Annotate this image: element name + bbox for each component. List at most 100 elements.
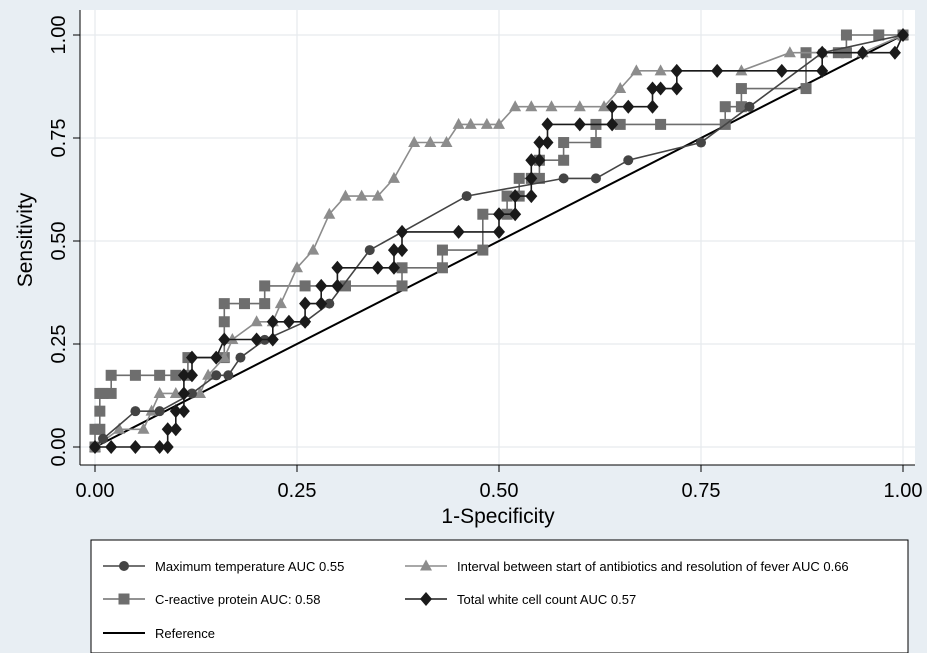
data-point [331,260,344,275]
data-point [331,278,344,293]
data-point [696,137,706,148]
data-point [533,153,546,168]
data-point [573,100,586,112]
data-point [477,244,489,256]
data-point [154,406,165,417]
data-point [558,173,569,184]
data-point [177,368,190,383]
data-point [185,368,198,383]
data-point [177,404,190,419]
data-point [250,315,263,327]
x-tick-label: 0.00 [76,480,115,502]
legend-label: Interval between start of antibiotics an… [457,559,849,574]
data-point [169,404,182,419]
data-point [711,63,724,78]
data-point [218,298,230,310]
data-point [873,29,885,41]
legend-marker [119,561,129,571]
data-point [719,101,731,113]
data-point [238,298,250,310]
legend: Maximum temperature AUC 0.55 Interval bet… [90,539,909,653]
data-point [307,243,320,255]
data-point [623,155,634,166]
data-point [396,262,408,274]
y-tick-label: 0.75 [48,119,70,158]
data-point [259,280,271,292]
data-point [218,351,231,363]
data-point [266,332,279,347]
data-point [545,100,558,112]
data-point [783,46,796,58]
data-point [735,64,748,76]
data-point [177,386,190,401]
data-point [897,28,909,42]
data-point [211,370,222,381]
series-layer [89,28,909,454]
data-point [210,350,223,365]
data-point [590,137,602,149]
data-point [396,224,409,239]
plot-area [80,10,915,465]
x-axis-title: 1-Specificity [441,505,555,528]
data-point [169,386,182,398]
data-point [94,405,106,417]
x-tick-label: 0.50 [480,480,519,502]
x-tick-label: 0.75 [682,480,721,502]
data-point [218,332,231,347]
legend-label: Reference [155,626,215,641]
data-point [888,45,901,60]
data-point [218,316,230,328]
data-point [371,189,384,201]
y-tick-label: 1.00 [48,16,70,55]
data-point [800,83,812,95]
data-point [646,81,659,96]
data-point [185,350,198,365]
data-point [387,171,400,183]
data-point [525,100,538,112]
data-point [315,278,328,293]
data-point [477,208,489,220]
data-point [436,262,448,274]
data-point [606,117,619,132]
data-point [324,298,335,309]
data-point [513,172,525,184]
data-point [622,99,635,114]
data-point [509,207,522,222]
data-point [161,422,174,437]
legend-marker [420,559,432,571]
data-point [744,101,755,112]
axes: 0.00 0.25 0.50 0.75 1.00 0.00 0.25 0.50 0.75 1.00 [48,10,922,502]
data-point [408,136,421,148]
data-point [735,83,747,95]
data-point [202,368,215,380]
data-point [493,117,505,129]
data-point [226,332,239,344]
data-point [614,82,627,94]
data-point [525,189,538,204]
data-point [299,280,311,292]
data-point [339,280,351,292]
data-point [464,117,477,129]
data-point [371,260,384,275]
data-point [170,369,182,381]
data-point [452,224,465,239]
data-point [396,243,409,258]
data-point [533,135,546,150]
data-point [856,45,869,60]
data-point [670,63,683,78]
data-point [186,388,197,399]
data-point [840,29,852,41]
data-point [194,386,207,398]
legend-item: Maximum temperature AUC 0.55 [103,559,344,574]
data-point [501,190,513,202]
data-point [89,440,101,454]
data-point [436,244,448,256]
data-point [387,260,400,275]
legend-box [90,539,909,653]
data-point [541,135,554,150]
data-point [558,154,570,166]
y-tick-label: 0.25 [48,325,70,364]
data-point [816,63,829,78]
data-point [291,261,303,273]
data-point [259,298,271,310]
